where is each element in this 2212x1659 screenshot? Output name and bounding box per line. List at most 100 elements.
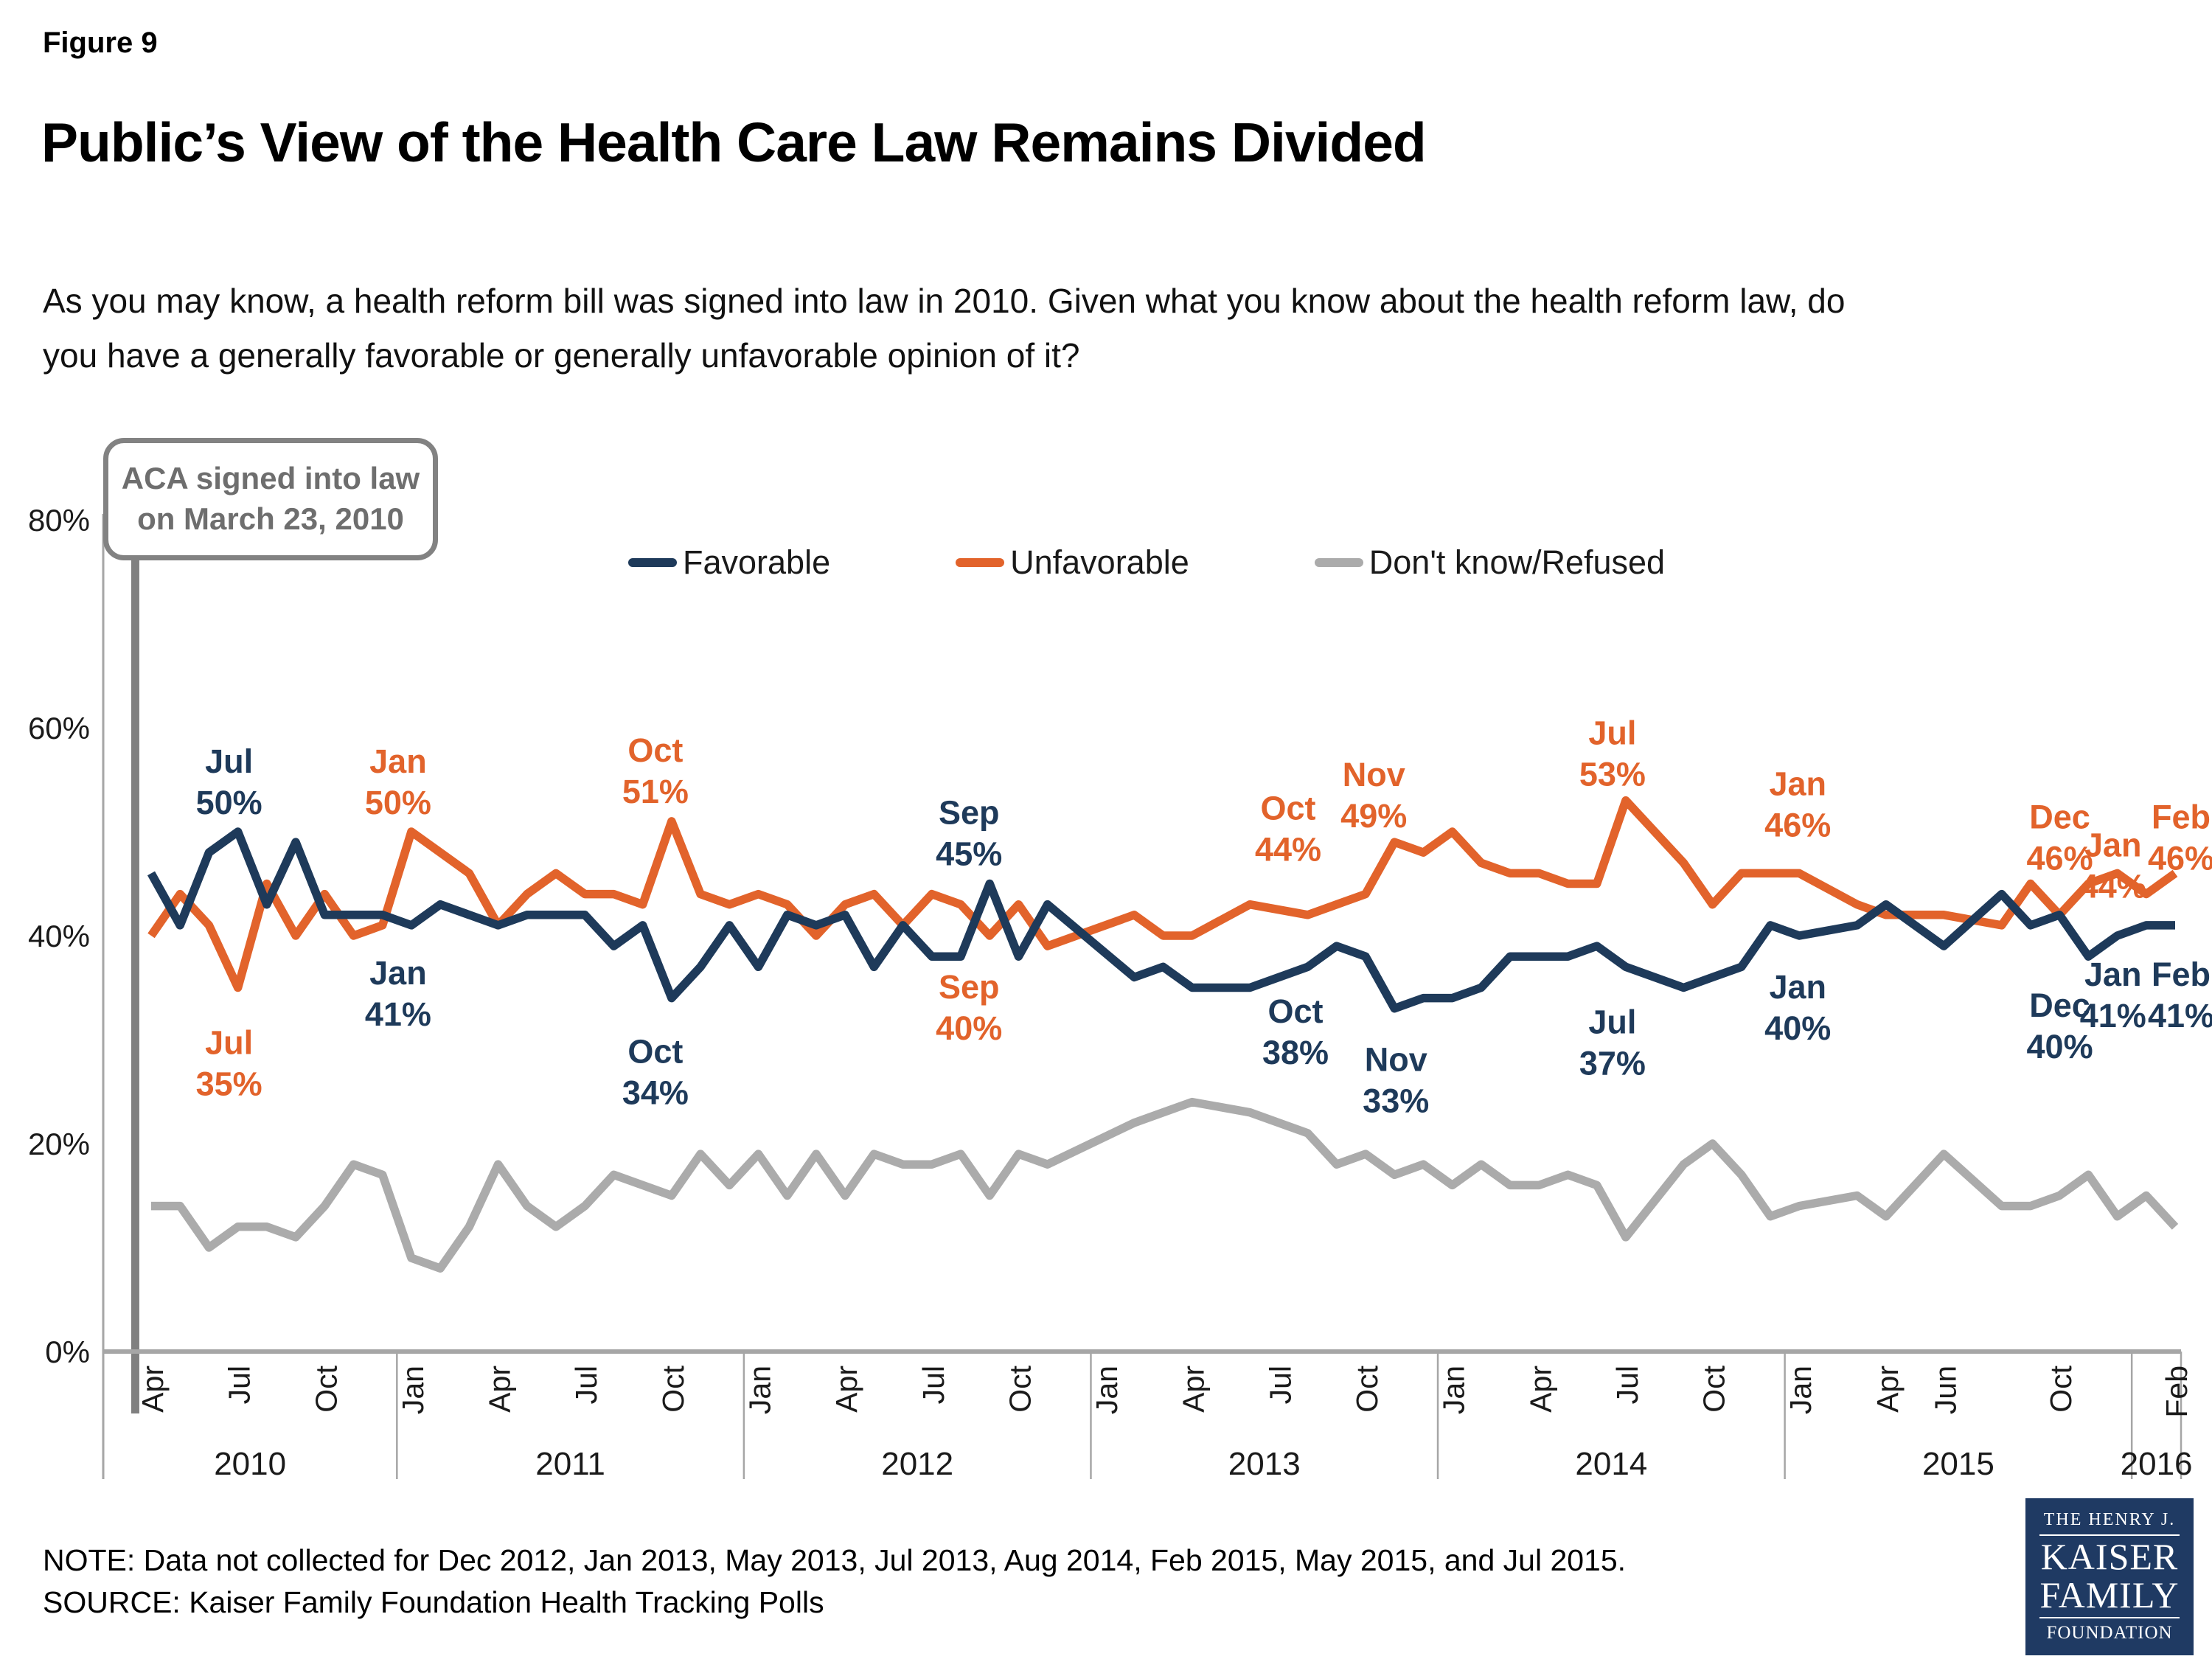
x-axis-month-label: Oct — [309, 1365, 343, 1412]
annotation-text: Nov — [1343, 756, 1405, 793]
annotation-text: 44% — [2080, 868, 2146, 905]
unfavorable-line-swatch — [956, 558, 1005, 567]
annotation-text: 46% — [1764, 806, 1831, 844]
annotation-text: 45% — [936, 835, 1002, 873]
x-axis-month-label: Oct — [1350, 1365, 1384, 1412]
x-axis-month-label: Jul — [569, 1366, 603, 1404]
annotation-text: Oct — [1260, 790, 1315, 827]
annotation-text: 49% — [1340, 797, 1407, 835]
annotation-text: Jul — [205, 1024, 253, 1062]
annotation-text: Jan — [1769, 765, 1826, 802]
annotation-text: 53% — [1579, 756, 1646, 793]
data-line-favorable — [147, 827, 2175, 1013]
x-axis-month-label: Oct — [656, 1365, 690, 1412]
annotation-favorable-feb: Feb 41% — [2148, 956, 2212, 1034]
x-axis-month-label: Jan — [1437, 1366, 1471, 1414]
annotation-text: 44% — [1255, 831, 1321, 869]
y-axis-tick-label: 20% — [28, 1127, 90, 1161]
y-axis-tick-label: 40% — [28, 919, 90, 953]
x-axis-month-label: Apr — [1871, 1366, 1905, 1413]
legend-label-dontknow: Don't know/Refused — [1368, 543, 1666, 581]
kff-logo: THE HENRY J. KAISER FAMILY FOUNDATION — [2025, 1498, 2194, 1655]
annotation-unfavorable-dec: Dec 46% — [2027, 798, 2093, 877]
x-axis-year-label: 2011 — [535, 1446, 605, 1482]
x-axis-month-label: Jan — [1784, 1366, 1818, 1414]
annotation-text: 41% — [2148, 997, 2212, 1034]
legend-label-favorable: Favorable — [683, 543, 831, 581]
x-axis-year-label: 2013 — [1228, 1446, 1301, 1482]
x-axis-month-label: Apr — [1177, 1366, 1211, 1413]
annotation-text: Dec — [2029, 987, 2090, 1024]
annotation-unfavorable-jan: Jan 44% — [2080, 827, 2146, 905]
x-axis-year-label: 2014 — [1575, 1446, 1647, 1482]
annotation-text: 40% — [936, 1009, 1002, 1047]
annotation-text: Nov — [1365, 1041, 1427, 1079]
y-axis-tick-label: 80% — [28, 503, 90, 538]
kff-logo-line-3: FAMILY — [2039, 1574, 2180, 1615]
kff-logo-line-2: KAISER — [2040, 1536, 2179, 1577]
page-title: Public’s View of the Health Care Law Rem… — [41, 111, 1427, 173]
x-axis-month-label: Jan — [1090, 1366, 1124, 1414]
annotation-favorable-jul: Jul 37% — [1579, 1003, 1646, 1082]
x-axis-year-label: 2015 — [1922, 1446, 1994, 1482]
annotation-unfavorable-jan: Jan 46% — [1764, 765, 1831, 844]
annotation-unfavorable-feb: Feb 46% — [2148, 798, 2212, 877]
kff-logo-line-4: FOUNDATION — [2039, 1617, 2180, 1644]
legend-label-unfavorable: Unfavorable — [1010, 543, 1189, 581]
note-text: NOTE: Data not collected for Dec 2012, J… — [43, 1543, 1627, 1577]
x-axis-year-label: 2010 — [214, 1446, 286, 1482]
annotation-text: 40% — [2027, 1028, 2093, 1065]
figure-label: Figure 9 — [43, 27, 158, 59]
annotation-text: Jul — [205, 742, 253, 780]
annotation-favorable-jul: Jul 50% — [196, 742, 262, 821]
survey-question-line-2: you have a generally favorable or genera… — [43, 335, 1080, 375]
annotation-text: Feb — [2152, 798, 2211, 835]
annotation-text: 50% — [196, 784, 262, 821]
annotation-text: Jan — [369, 742, 427, 780]
annotation-text: Jan — [369, 954, 427, 992]
data-line-dontknow — [151, 1097, 2179, 1273]
legend-item-unfavorable: Unfavorable — [956, 543, 1189, 582]
source-text: SOURCE: Kaiser Family Foundation Health … — [43, 1585, 824, 1619]
annotation-unfavorable-oct: Oct 44% — [1255, 790, 1321, 869]
x-axis-month-label: Jul — [1610, 1366, 1644, 1404]
annotation-text: Jan — [1769, 968, 1826, 1006]
x-axis-month-label: Jul — [917, 1366, 950, 1404]
annotation-text: 37% — [1579, 1044, 1646, 1082]
annotation-text: Jul — [1588, 714, 1636, 752]
x-axis-month-label: Jun — [1928, 1366, 1962, 1414]
x-axis-month-label: Apr — [1523, 1366, 1557, 1413]
annotation-text: 41% — [2080, 997, 2146, 1034]
chart-legend: Favorable Unfavorable Don't know/Refused — [628, 543, 1665, 582]
annotation-unfavorable-oct: Oct 51% — [622, 731, 689, 810]
y-axis-tick-label: 60% — [28, 711, 90, 745]
y-axis-tick-label: 0% — [45, 1335, 90, 1369]
annotation-text: 34% — [622, 1074, 689, 1112]
favorable-line-swatch — [628, 558, 677, 567]
annotation-text: 40% — [1764, 1009, 1831, 1047]
annotation-unfavorable-jan: Jan 50% — [365, 742, 431, 821]
x-axis-month-label: Feb — [2160, 1366, 2194, 1418]
x-axis-year-label: 2016 — [2121, 1446, 2193, 1482]
annotation-text: Jul — [1588, 1003, 1636, 1040]
x-axis-month-label: Apr — [136, 1366, 170, 1413]
legend-item-favorable: Favorable — [628, 543, 830, 582]
annotation-text: 38% — [1262, 1034, 1329, 1071]
annotation-text: 46% — [2148, 839, 2212, 877]
annotation-text: Sep — [939, 968, 1000, 1006]
annotation-text: Oct — [627, 731, 683, 769]
x-axis-month-label: Apr — [830, 1366, 863, 1413]
aca-callout-line-1: ACA signed into law — [121, 461, 420, 496]
x-axis-month-label: Jul — [223, 1366, 257, 1404]
x-axis-month-label: Jan — [743, 1366, 777, 1414]
x-axis-month-label: Jul — [1263, 1366, 1297, 1404]
aca-callout-line-2: on March 23, 2010 — [137, 501, 404, 536]
